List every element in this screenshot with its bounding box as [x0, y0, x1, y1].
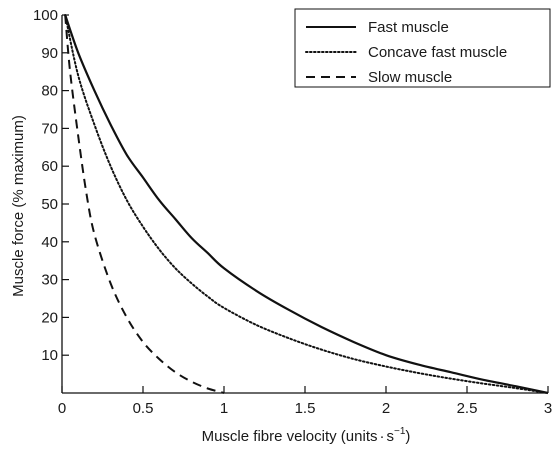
y-tick-label: 100: [33, 7, 58, 24]
series-line-dashed: [64, 14, 225, 394]
y-axis-ticks: 10 20 30 40 50 60 70 80 90 100: [33, 7, 69, 364]
y-tick-label: 20: [41, 309, 58, 326]
y-tick-label: 50: [41, 196, 58, 213]
legend-box: [294, 8, 551, 88]
legend: Fast muscle Concave fast muscle Slow muscl…: [294, 8, 551, 88]
y-tick-label: 10: [41, 347, 58, 364]
legend-label: Slow muscle: [368, 69, 452, 86]
x-axis-ticks: 0 0.5 1 1.5 2 2.5 3: [58, 386, 552, 417]
series-line-solid: [64, 14, 549, 395]
x-tick-label: 2.5: [457, 400, 478, 417]
y-tick-label: 30: [41, 272, 58, 289]
x-tick-label: 0: [58, 400, 66, 417]
y-tick-label: 60: [41, 158, 58, 175]
legend-label: Concave fast muscle: [368, 44, 507, 61]
x-tick-label: 3: [544, 400, 552, 417]
x-tick-label: 1: [220, 400, 228, 417]
series-layer: [64, 14, 549, 395]
x-axis-label: Muscle fibre velocity (units · s−1): [202, 426, 411, 445]
x-tick-label: 0.5: [133, 400, 154, 417]
x-tick-label: 1.5: [295, 400, 316, 417]
y-tick-label: 70: [41, 120, 58, 137]
y-tick-label: 90: [41, 45, 58, 62]
legend-label: Fast muscle: [368, 19, 449, 36]
y-tick-label: 40: [41, 234, 58, 251]
series-line-dotted: [64, 14, 549, 394]
y-tick-label: 80: [41, 83, 58, 100]
x-tick-label: 2: [382, 400, 390, 417]
y-axis-label: Muscle force (% maximum): [10, 115, 27, 297]
